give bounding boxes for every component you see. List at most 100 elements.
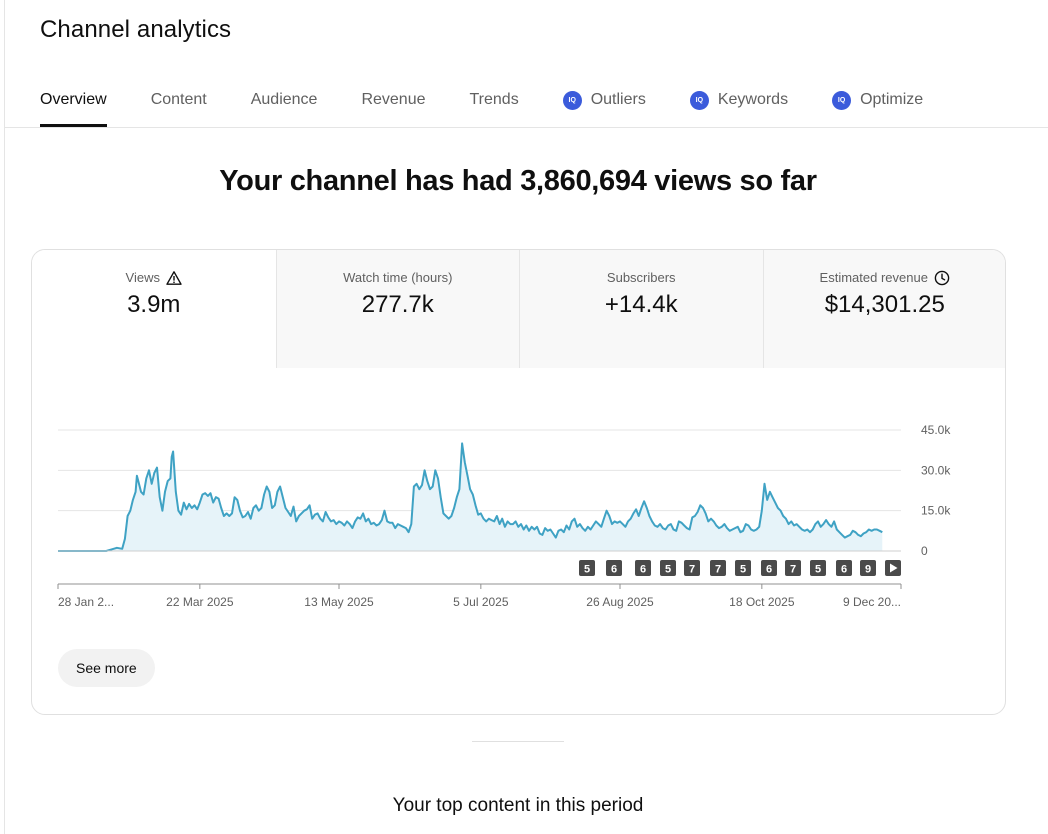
tab-trends[interactable]: Trends — [470, 82, 519, 118]
tab-audience[interactable]: Audience — [251, 82, 318, 118]
tab-overview[interactable]: Overview — [40, 82, 107, 127]
play-marker[interactable] — [885, 560, 901, 576]
metric-value: +14.4k — [604, 291, 678, 318]
play-icon — [890, 563, 898, 573]
page-title: Channel analytics — [40, 16, 232, 43]
x-tick-label: 18 Oct 2025 — [729, 595, 795, 609]
total-views-headline: Your channel has had 3,860,694 views so … — [219, 165, 817, 197]
x-tick-label: 26 Aug 2025 — [586, 595, 654, 609]
x-tick-label: 13 May 2025 — [304, 595, 374, 609]
tab-content[interactable]: Content — [151, 82, 207, 118]
y-tick-label: 0 — [921, 544, 928, 558]
tab-label: Revenue — [361, 91, 426, 108]
tab-keywords[interactable]: IQ Keywords — [689, 82, 789, 118]
metric-label-row: Subscribers — [607, 270, 676, 286]
marker-count: 7 — [715, 564, 721, 576]
marker-count: 6 — [611, 564, 617, 576]
x-tick-label: 22 Mar 2025 — [166, 595, 234, 609]
metric-label-row: Estimated revenue — [820, 270, 950, 286]
video-marker[interactable]: 6 — [635, 560, 651, 576]
y-tick-label: 45.0k — [921, 423, 951, 437]
marker-count: 6 — [640, 564, 646, 576]
metric-label-row: Views — [126, 270, 182, 286]
analytics-tabs: Overview Content Audience Revenue Trends IQ Ou… — [40, 82, 967, 128]
video-marker[interactable]: 5 — [579, 560, 595, 576]
tab-label: Keywords — [717, 91, 789, 108]
marker-count: 7 — [689, 564, 695, 576]
views-chart[interactable]: 0 15.0k 30.0k 45.0k 5 6 6 5 7 7 5 6 7 5 6 9 28 Jan 2... 2… — [32, 368, 1005, 618]
tab-label: Overview — [40, 91, 107, 108]
marker-bg — [710, 560, 726, 576]
metric-label: Subscribers — [606, 270, 676, 285]
video-marker[interactable]: 5 — [810, 560, 826, 576]
marker-bg — [860, 560, 876, 576]
tab-optimize[interactable]: IQ Optimize — [832, 82, 923, 118]
marker-bg — [606, 560, 622, 576]
metric-watch-time-hours[interactable]: Watch time (hours) 277.7k — [275, 250, 519, 368]
see-more-button[interactable]: See more — [58, 649, 155, 687]
tabs-divider — [4, 127, 1048, 128]
video-marker[interactable]: 6 — [761, 560, 777, 576]
tab-label: Optimize — [860, 91, 924, 108]
overview-card: Views 3.9m Watch time (hours) 277.7k Subscri… — [31, 249, 1006, 715]
metric-label: Views — [125, 270, 160, 285]
metric-label: Estimated revenue — [819, 270, 928, 285]
video-marker[interactable]: 6 — [606, 560, 622, 576]
marker-count: 5 — [815, 564, 821, 576]
x-tick-label: 28 Jan 2... — [58, 595, 114, 609]
y-tick-label: 15.0k — [921, 504, 951, 518]
vidiq-icon: IQ — [689, 90, 709, 110]
marker-count: 9 — [865, 564, 871, 576]
tab-revenue[interactable]: Revenue — [361, 82, 425, 118]
vidiq-icon: IQ — [562, 90, 582, 110]
tab-label: Audience — [250, 91, 318, 108]
marker-bg — [684, 560, 700, 576]
marker-bg — [579, 560, 595, 576]
video-marker[interactable]: 7 — [785, 560, 801, 576]
metric-label: Watch time (hours) — [343, 270, 453, 285]
video-marker[interactable]: 5 — [735, 560, 751, 576]
marker-count: 7 — [790, 564, 796, 576]
views-area — [58, 443, 883, 551]
metric-value: $14,301.25 — [824, 291, 945, 318]
metric-subscribers[interactable]: Subscribers +14.4k — [519, 250, 763, 368]
metric-tabs: Views 3.9m Watch time (hours) 277.7k Subscri… — [32, 250, 1005, 368]
metric-views[interactable]: Views 3.9m — [32, 250, 276, 368]
marker-bg — [810, 560, 826, 576]
metric-estimated-revenue[interactable]: Estimated revenue $14,301.25 — [762, 250, 1005, 368]
views-line — [58, 442, 883, 552]
marker-count: 5 — [665, 564, 671, 576]
y-tick-label: 30.0k — [921, 463, 951, 477]
vidiq-icon: IQ — [832, 90, 852, 110]
marker-count: 5 — [740, 564, 746, 576]
video-marker[interactable]: 5 — [660, 560, 676, 576]
video-marker[interactable]: 7 — [684, 560, 700, 576]
x-tick-label: 5 Jul 2025 — [453, 595, 509, 609]
tab-label: Content — [150, 91, 207, 108]
x-tick-label: 9 Dec 20... — [843, 595, 901, 609]
section-divider — [472, 741, 564, 742]
marker-bg — [836, 560, 852, 576]
marker-count: 6 — [841, 564, 847, 576]
clock-icon — [934, 270, 950, 286]
video-marker[interactable]: 7 — [710, 560, 726, 576]
tab-label: Trends — [469, 91, 519, 108]
metric-value: 277.7k — [361, 291, 434, 318]
tab-outliers[interactable]: IQ Outliers — [562, 82, 646, 118]
tab-label: Outliers — [590, 91, 646, 108]
video-marker[interactable]: 9 — [860, 560, 876, 576]
marker-bg — [660, 560, 676, 576]
page-left-border — [4, 0, 5, 834]
metric-label-row: Watch time (hours) — [343, 270, 452, 286]
marker-bg — [635, 560, 651, 576]
marker-bg — [735, 560, 751, 576]
marker-bg — [785, 560, 801, 576]
marker-bg — [761, 560, 777, 576]
video-marker[interactable]: 6 — [836, 560, 852, 576]
warning-icon — [166, 270, 182, 286]
metric-value: 3.9m — [127, 291, 181, 318]
top-content-heading: Your top content in this period — [392, 795, 644, 816]
marker-count: 6 — [766, 564, 772, 576]
chart-svg: 0 15.0k 30.0k 45.0k 5 6 6 5 7 7 5 6 7 5 6 9 28 Jan 2... 2… — [57, 423, 951, 609]
marker-count: 5 — [584, 564, 590, 576]
